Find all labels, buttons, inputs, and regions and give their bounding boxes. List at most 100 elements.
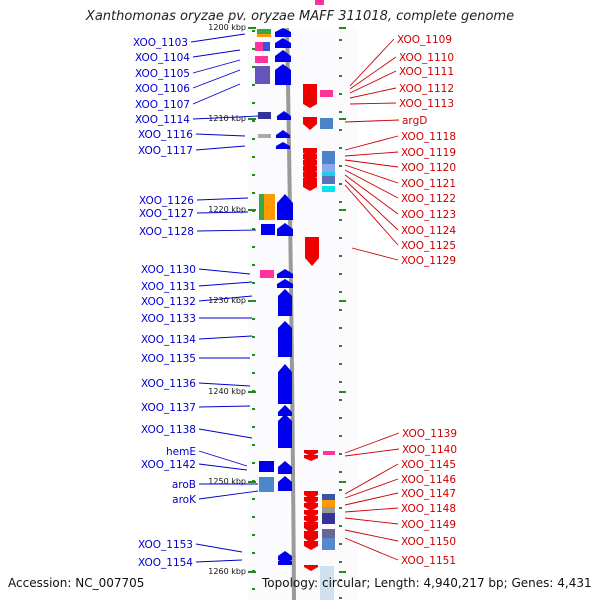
gene-label[interactable]: XOO_1122 (401, 193, 456, 205)
gene-arrow[interactable] (304, 455, 318, 461)
gene-label[interactable]: XOO_1145 (401, 459, 456, 471)
gene-label[interactable]: XOO_1116 (138, 129, 193, 141)
gene-label[interactable]: XOO_1130 (141, 264, 196, 276)
gene-label[interactable]: XOO_1135 (141, 353, 196, 365)
gene-arrow[interactable] (303, 100, 317, 108)
ruler-tick (339, 237, 342, 239)
gene-label[interactable]: XOO_1137 (141, 402, 196, 414)
gene-arrow[interactable] (278, 557, 292, 565)
gene-label[interactable]: XOO_1103 (133, 37, 188, 49)
gene-label[interactable]: XOO_1136 (141, 378, 196, 390)
gene-arrow[interactable] (304, 531, 318, 543)
gene-arrow[interactable] (275, 50, 291, 62)
gene-label[interactable]: XOO_1129 (401, 255, 456, 267)
gene-label[interactable]: XOO_1138 (141, 424, 196, 436)
gene-label[interactable]: XOO_1153 (138, 539, 193, 551)
gene-label[interactable]: XOO_1148 (401, 503, 456, 515)
gene-arrow[interactable] (275, 38, 291, 48)
gene-arrow[interactable] (278, 321, 292, 357)
gene-label[interactable]: XOO_1151 (401, 555, 456, 567)
gene-label[interactable]: XOO_1113 (399, 98, 454, 110)
gene-arrow[interactable] (278, 414, 292, 448)
gene-arrow[interactable] (276, 142, 290, 149)
gene-label[interactable]: XOO_1112 (399, 83, 454, 95)
gene-label[interactable]: XOO_1118 (401, 131, 456, 143)
gene-label[interactable]: XOO_1117 (138, 145, 193, 157)
gene-label[interactable]: XOO_1140 (402, 444, 457, 456)
ruler-tick (339, 111, 342, 113)
gene-arrow[interactable] (276, 130, 290, 138)
gene-arrow[interactable] (304, 541, 318, 550)
label-leader-line (349, 87, 397, 99)
gene-label[interactable]: aroB (172, 479, 196, 491)
gene-label[interactable]: XOO_1127 (139, 208, 194, 220)
ruler-tick (339, 291, 342, 293)
gene-label[interactable]: XOO_1131 (141, 281, 196, 293)
gene-arrow[interactable] (304, 450, 318, 456)
gene-label[interactable]: XOO_1106 (135, 83, 190, 95)
gene-label[interactable]: XOO_1133 (141, 313, 196, 325)
gene-arrow[interactable] (305, 237, 319, 266)
gene-label[interactable]: XOO_1150 (401, 536, 456, 548)
gene-arrow[interactable] (277, 223, 293, 236)
gene-label[interactable]: argD (402, 115, 427, 127)
gene-label[interactable]: XOO_1146 (401, 474, 456, 486)
gene-label[interactable]: XOO_1105 (135, 68, 190, 80)
gene-label[interactable]: aroK (172, 494, 197, 506)
feature-block (320, 118, 333, 129)
gene-arrow[interactable] (275, 28, 291, 37)
gene-label[interactable]: XOO_1119 (401, 147, 456, 159)
label-leader-line (344, 119, 400, 123)
gene-arrow[interactable] (278, 551, 292, 560)
gene-arrow[interactable] (304, 522, 318, 533)
gene-label[interactable]: XOO_1124 (401, 225, 456, 237)
gene-arrow[interactable] (278, 405, 292, 416)
label-leader-line (349, 102, 397, 105)
label-leader-line (349, 56, 397, 90)
ruler-tick (339, 543, 342, 545)
ruler-tick (252, 372, 255, 374)
gene-arrow[interactable] (275, 64, 291, 85)
gene-label[interactable]: XOO_1139 (402, 428, 457, 440)
gene-arrow[interactable] (277, 111, 291, 120)
gene-arrow[interactable] (303, 117, 317, 130)
gene-label[interactable]: XOO_1134 (141, 334, 196, 346)
gene-label[interactable]: XOO_1125 (401, 240, 456, 252)
gene-arrow[interactable] (278, 461, 292, 474)
ruler-tick (252, 282, 255, 284)
ruler-tick (339, 579, 342, 581)
gene-arrow[interactable] (278, 289, 292, 316)
gene-arrow[interactable] (304, 503, 318, 511)
gene-label[interactable]: XOO_1126 (139, 195, 194, 207)
gene-label[interactable]: XOO_1132 (141, 296, 196, 308)
gene-label[interactable]: XOO_1110 (399, 52, 454, 64)
gene-label[interactable]: XOO_1121 (401, 178, 456, 190)
gene-arrow[interactable] (278, 364, 292, 404)
gene-label[interactable]: XOO_1142 (141, 459, 196, 471)
gene-arrow[interactable] (303, 183, 317, 191)
gene-label[interactable]: XOO_1109 (397, 34, 452, 46)
gene-label[interactable]: XOO_1128 (139, 226, 194, 238)
gene-label[interactable]: XOO_1154 (138, 557, 193, 569)
gene-label[interactable]: hemE (166, 446, 196, 458)
gene-label[interactable]: XOO_1147 (401, 488, 456, 500)
gene-arrow[interactable] (277, 194, 293, 220)
gene-arrow[interactable] (277, 269, 293, 278)
gene-label[interactable]: XOO_1111 (399, 66, 454, 78)
gene-label[interactable]: XOO_1114 (135, 114, 190, 126)
label-leader-line (344, 492, 399, 506)
gene-label[interactable]: XOO_1107 (135, 99, 190, 111)
gene-arrow[interactable] (304, 565, 318, 571)
gene-arrow[interactable] (278, 476, 292, 491)
kbp-ruler: 1200 kbp 1210 kbp 1220 kbp 1230 kbp 1240… (208, 23, 246, 576)
gene-label[interactable]: XOO_1104 (135, 52, 190, 64)
ruler-tick (252, 192, 255, 194)
gene-label[interactable]: XOO_1149 (401, 519, 456, 531)
feature-block (259, 194, 264, 220)
label-leader-line (344, 164, 399, 184)
label-leader-line (344, 537, 399, 561)
ruler-tick (339, 129, 342, 131)
gene-arrow[interactable] (277, 279, 293, 288)
gene-label[interactable]: XOO_1120 (401, 162, 456, 174)
gene-label[interactable]: XOO_1123 (401, 209, 456, 221)
